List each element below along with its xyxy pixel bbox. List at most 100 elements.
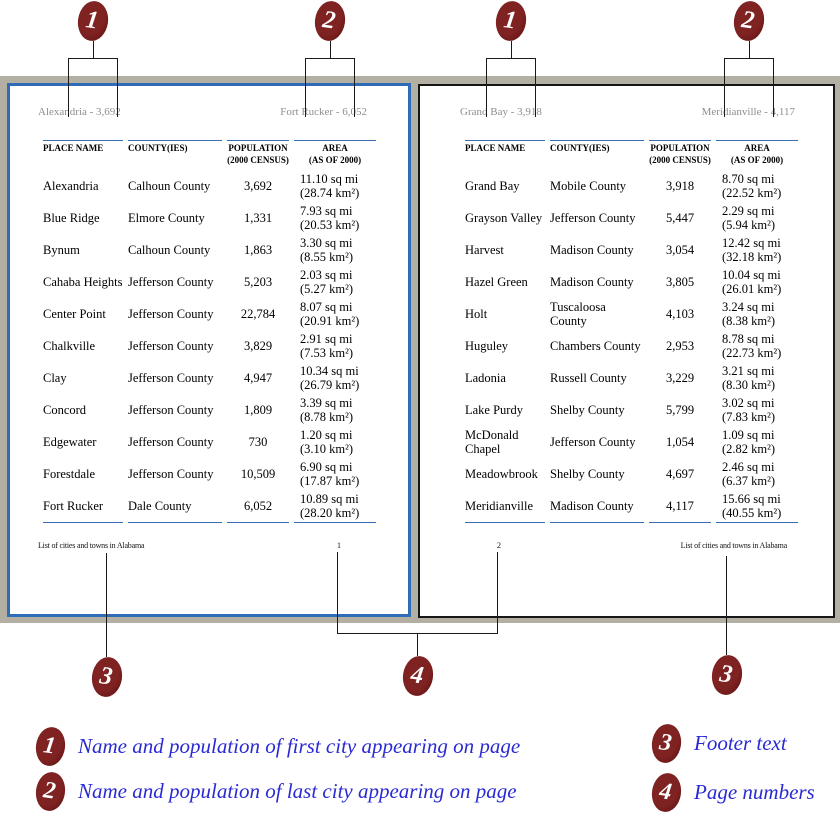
county-cell: Chambers County [550,339,641,354]
callout-3-badge: 3 [649,722,684,765]
area-sqmi: 10.04 sq mi [722,268,781,283]
population-cell: 5,799 [665,403,695,418]
area-cell: 8.70 sq mi (22.52 km²) [716,170,798,202]
area-cell: 3.02 sq mi (7.83 km²) [716,394,798,426]
area-sqmi: 3.39 sq mi [300,396,353,411]
area-sqmi: 2.03 sq mi [300,268,353,283]
area-km2: (8.38 km²) [722,314,776,329]
county-cell: Jefferson County [128,275,214,290]
place-name-cell: Edgewater [43,435,97,450]
callout-4-badge: 4 [649,771,684,814]
county-cell: Dale County [128,490,222,524]
population-cell: 4,117 [649,490,711,524]
area-cell: 11.10 sq mi (28.74 km²) [294,170,376,202]
callout-1-badge: 1 [75,0,111,43]
area-sqmi: 2.46 sq mi [722,460,775,475]
table-row: Chalkville Jefferson County 3,829 2.91 sq m… [43,330,376,362]
county-cell: Jefferson County [550,211,636,226]
col-header-area: AREA (AS OF 2000) [294,140,376,170]
county-cell: Jefferson County [128,307,214,322]
callout-1-badge: 1 [493,0,529,43]
area-sqmi: 3.30 sq mi [300,236,353,251]
county-cell: Jefferson County [128,467,214,482]
population-cell: 3,918 [665,179,695,194]
col-header-place-name: PLACE NAME [465,140,545,170]
callout-number: 2 [321,6,338,35]
place-name-cell: McDonald Chapel [465,428,519,457]
callout-bracket-page-numbers [337,552,498,634]
place-name-cell: Lake Purdy [465,403,523,418]
place-name-cell: Concord [43,403,87,418]
table-row: Holt Tuscaloosa County 4,103 3.24 sq mi (8.3… [465,298,798,330]
area-cell: 3.39 sq mi (8.78 km²) [294,394,376,426]
table-row: Grand Bay Mobile County 3,918 8.70 sq mi (22… [465,170,798,202]
place-name-cell: Grayson Valley [465,211,543,226]
table-row: Fort Rucker Dale County 6,052 10.89 sq mi (2… [43,490,376,524]
callout-bracket [724,58,774,117]
area-cell: 3.30 sq mi (8.55 km²) [294,234,376,266]
table-row: Lake Purdy Shelby County 5,799 3.02 sq mi (7… [465,394,798,426]
population-cell: 1,331 [243,211,273,226]
population-cell: 3,829 [243,339,273,354]
callout-number: 2 [41,777,58,805]
callout-stem-line [330,41,331,58]
callout-4-badge: 4 [400,654,436,698]
area-sqmi: 3.24 sq mi [722,300,775,315]
place-name-cell: Ladonia [465,371,506,386]
area-cell: 1.20 sq mi (3.10 km²) [294,426,376,458]
county-cell: Calhoun County [128,179,211,194]
area-km2: (7.83 km²) [722,410,776,425]
county-cell: Madison County [550,490,644,524]
callout-2-badge: 2 [33,770,68,813]
area-cell: 3.24 sq mi (8.38 km²) [716,298,798,330]
legend-item-4: 4 Page numbers [649,771,815,814]
place-name-cell: Alexandria [43,179,99,194]
legend-text: Page numbers [694,780,815,804]
area-cell: 2.03 sq mi (5.27 km²) [294,266,376,298]
callout-bracket [305,58,355,117]
callout-2-badge: 2 [312,0,348,43]
callout-number: 1 [84,6,101,35]
population-cell: 6,052 [227,490,289,524]
place-name-cell: Huguley [465,339,509,354]
county-cell: Shelby County [550,467,625,482]
place-name-cell: Fort Rucker [43,490,123,524]
table-row: McDonald Chapel Jefferson County 1,054 1.09… [465,426,798,458]
header-first-city: Alexandria - 3,692 [38,106,121,118]
area-cell: 10.34 sq mi (26.79 km²) [294,362,376,394]
area-sqmi: 1.09 sq mi [722,428,775,443]
area-sqmi: 3.21 sq mi [722,364,775,379]
area-cell: 2.91 sq mi (7.53 km²) [294,330,376,362]
callout-stem-line [93,41,94,58]
area-cell: 1.09 sq mi (2.82 km²) [716,426,798,458]
place-name-cell: Bynum [43,243,80,258]
table-row: Ladonia Russell County 3,229 3.21 sq mi (8.3… [465,362,798,394]
area-cell: 8.07 sq mi (20.91 km²) [294,298,376,330]
callout-number: 4 [657,778,674,806]
area-km2: (28.20 km²) [300,506,360,521]
population-cell: 3,229 [665,371,695,386]
callout-number: 1 [502,6,519,35]
callout-number: 2 [740,6,757,35]
table-header-row: PLACE NAME COUNTY(IES) POPULATION (2000 … [43,140,376,170]
county-cell: Jefferson County [128,435,214,450]
population-cell: 3,692 [243,179,273,194]
area-sqmi: 11.10 sq mi [300,172,359,187]
preview-page-2: Grand Bay - 3,918 Meridianville - 4,117 … [418,84,835,618]
callout-3-badge: 3 [89,655,125,699]
area-cell: 6.90 sq mi (17.87 km²) [294,458,376,490]
table-row: Meadowbrook Shelby County 4,697 2.46 sq mi(… [465,458,798,490]
table-row: Blue Ridge Elmore County 1,331 7.93 sq mi (2… [43,202,376,234]
table-row: Clay Jefferson County 4,947 10.34 sq mi (26.… [43,362,376,394]
callout-2-badge: 2 [731,0,767,43]
legend-text: Name and population of last city appeari… [78,779,517,803]
col-header-place-name: PLACE NAME [43,140,123,170]
area-sqmi: 3.02 sq mi [722,396,775,411]
county-cell: Jefferson County [128,403,214,418]
area-km2: (22.73 km²) [722,346,782,361]
callout-number: 4 [409,661,426,690]
population-cell: 4,697 [665,467,695,482]
county-cell: Calhoun County [128,243,211,258]
place-name-cell: Meridianville [465,490,545,524]
